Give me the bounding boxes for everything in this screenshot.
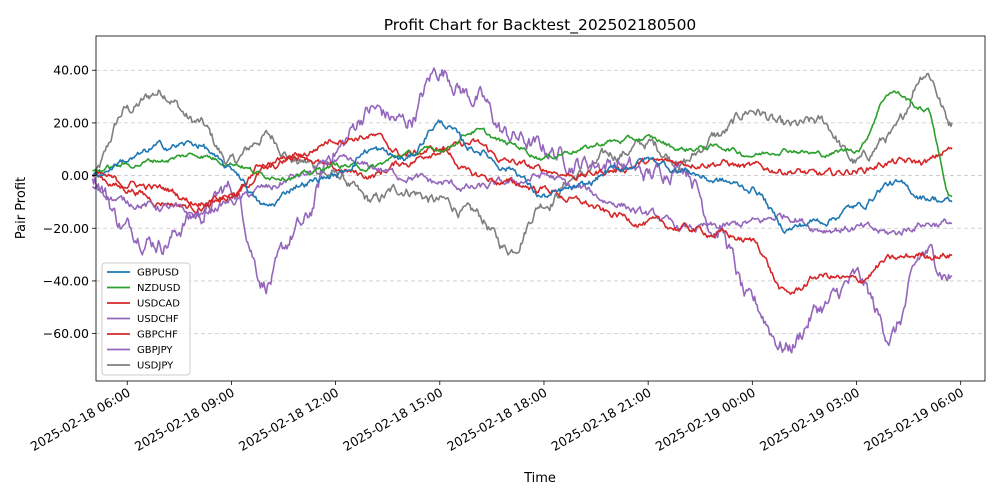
y-axis-title: Pair Profit xyxy=(14,177,29,239)
y-tick-label: 20.00 xyxy=(53,115,89,130)
legend-label: USDJPY xyxy=(137,361,174,372)
series-line-usdjpy xyxy=(91,72,953,256)
y-tick-label: −20.00 xyxy=(43,221,89,236)
y-tick-label: −40.00 xyxy=(43,273,89,288)
legend-label: USDCAD xyxy=(137,299,180,310)
series-lines xyxy=(91,67,953,354)
y-tick-label: 40.00 xyxy=(53,63,89,78)
chart-title: Profit Chart for Backtest_202502180500 xyxy=(384,16,697,35)
legend-label: GBPJPY xyxy=(137,345,173,356)
legend-label: GBPCHF xyxy=(137,330,178,341)
legend-box xyxy=(101,262,191,376)
legend-label: NZDUSD xyxy=(137,283,181,294)
series-line-usdchf xyxy=(91,153,953,236)
series-line-gbpusd xyxy=(91,119,953,234)
y-tick-label: −60.00 xyxy=(43,326,89,341)
x-axis-title: Time xyxy=(523,471,556,486)
plot-frame xyxy=(95,35,986,382)
legend: GBPUSD NZDUSD USDCAD USDCHF GBPCHF GBPJPY USDJ… xyxy=(101,262,191,376)
y-tick-label: 0.00 xyxy=(61,168,89,183)
series-line-usdcad xyxy=(91,132,953,296)
y-axis-ticks: −60.00 −40.00 −20.00 0.00 20.00 40.00 xyxy=(43,63,96,341)
legend-label: GBPUSD xyxy=(137,268,179,279)
legend-label: USDCHF xyxy=(137,314,179,325)
series-line-nzdusd xyxy=(92,90,953,198)
